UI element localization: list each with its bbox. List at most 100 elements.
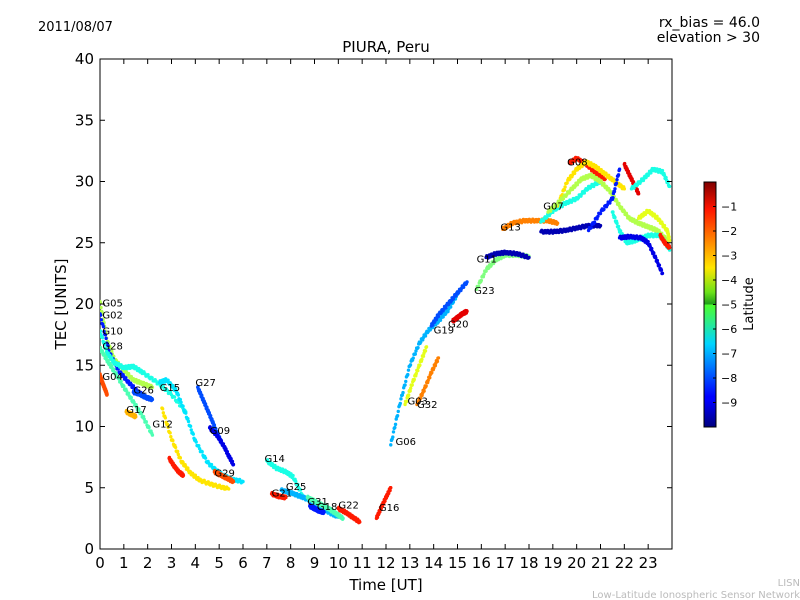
data-point	[221, 442, 226, 446]
satellite-label-g32: G32	[417, 400, 437, 411]
data-point	[617, 167, 622, 171]
data-point	[114, 372, 119, 376]
satellite-label-g06: G06	[396, 437, 416, 448]
data-point	[173, 387, 178, 391]
data-point	[667, 238, 672, 242]
data-point	[403, 402, 407, 407]
satellite-label-g23: G23	[474, 286, 494, 297]
data-point	[446, 309, 450, 314]
data-point	[160, 407, 165, 411]
series-g29	[212, 468, 236, 485]
data-point	[189, 428, 193, 432]
data-point	[119, 379, 123, 384]
series-g15b	[636, 208, 672, 243]
data-point	[375, 515, 380, 520]
data-point	[181, 460, 185, 465]
data-point	[431, 323, 435, 327]
data-point	[161, 411, 166, 415]
y-axis-label: TEC [UNITS]	[52, 259, 70, 351]
data-point	[104, 346, 108, 351]
x-axis: 0 1 2 3 4 5 6 7 8 9 10 11 12 13 14 15 16 17 18 19 20 21 22 23	[95, 59, 658, 572]
colorbar-tick-label: −1	[721, 201, 737, 214]
data-point	[416, 368, 420, 373]
data-point	[482, 272, 486, 276]
satellite-label-g05: G05	[102, 298, 122, 309]
data-point	[666, 232, 671, 236]
data-point	[412, 377, 416, 382]
x-tick-label: 21	[591, 554, 610, 572]
series-g11b	[586, 167, 622, 233]
data-point	[212, 423, 217, 427]
data-point	[448, 305, 453, 309]
data-point	[134, 403, 138, 407]
data-point	[622, 161, 627, 166]
series-g12	[160, 406, 231, 491]
data-point	[398, 401, 402, 406]
data-point	[641, 178, 646, 183]
data-point	[616, 173, 621, 177]
y-axis: 0 5 10 15 20 25 30 35 40	[75, 50, 672, 558]
data-point	[414, 371, 419, 376]
data-point	[168, 431, 172, 435]
data-point	[426, 378, 430, 383]
data-point	[124, 376, 128, 380]
data-point	[196, 384, 200, 389]
x-tick-label: 2	[143, 554, 153, 572]
satellite-label-g28: G28	[102, 341, 122, 352]
data-point	[225, 449, 230, 454]
data-point	[106, 344, 110, 348]
data-point	[176, 452, 181, 457]
data-point	[100, 345, 103, 350]
data-point	[403, 383, 407, 387]
data-point	[567, 191, 572, 195]
x-tick-label: 12	[376, 554, 395, 572]
colorbar-tick-label: −3	[721, 250, 737, 263]
data-point	[132, 400, 136, 405]
footer-org-full: Low-Latitude Ionospheric Sensor Network	[592, 590, 800, 600]
data-point	[165, 388, 170, 393]
data-point	[666, 180, 670, 184]
data-point	[592, 220, 597, 224]
data-point	[441, 315, 445, 319]
series-g18	[308, 503, 326, 516]
data-point	[294, 479, 298, 484]
series-g20	[451, 308, 469, 324]
x-tick-label: 3	[167, 554, 177, 572]
data-point	[416, 400, 421, 405]
data-point	[418, 396, 423, 400]
data-point	[383, 499, 387, 503]
data-point	[126, 391, 131, 395]
data-point	[646, 239, 650, 244]
data-point	[622, 187, 627, 191]
satellite-label-g12: G12	[152, 420, 172, 431]
satellite-label-g14: G14	[264, 454, 284, 465]
data-point	[615, 199, 619, 203]
data-point	[358, 520, 362, 524]
series-g03	[403, 345, 429, 407]
data-point	[436, 356, 441, 360]
data-point	[444, 306, 448, 310]
data-point	[616, 224, 621, 229]
x-tick-label: 11	[353, 554, 372, 572]
series-g22	[336, 505, 362, 525]
series-g31	[305, 494, 345, 522]
data-point	[619, 205, 624, 210]
data-point	[102, 342, 107, 347]
data-point	[419, 340, 423, 344]
data-point	[150, 376, 154, 380]
data-point	[618, 229, 623, 233]
data-point	[565, 181, 569, 185]
data-point	[541, 219, 546, 223]
data-point	[166, 378, 170, 382]
series-g26b	[539, 222, 603, 235]
data-point	[611, 196, 615, 200]
data-point	[100, 318, 104, 322]
data-point	[181, 404, 185, 408]
x-axis-label: Time [UT]	[348, 576, 422, 594]
colorbar-tick-label: −5	[721, 299, 737, 312]
data-point	[617, 201, 621, 206]
data-point	[446, 302, 451, 307]
data-point	[103, 333, 108, 337]
y-tick-label: 15	[75, 356, 94, 374]
x-tick-label: 6	[238, 554, 248, 572]
